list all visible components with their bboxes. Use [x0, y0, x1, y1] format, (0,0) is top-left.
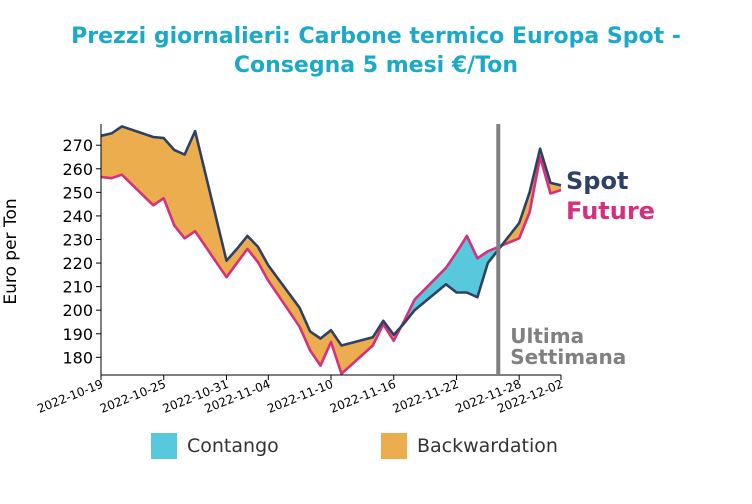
y-tick-label-250: 250	[62, 183, 93, 202]
backwardation-fill-0	[101, 126, 402, 374]
series-label-future: Future	[566, 197, 655, 225]
legend-contango[interactable]: Contango	[151, 433, 279, 459]
y-tick-label-190: 190	[62, 325, 93, 344]
chart-title-line-1: Prezzi giornalieri: Carbone termico Euro…	[71, 24, 681, 49]
y-tick-label-200: 200	[62, 301, 93, 320]
legend-label-contango: Contango	[187, 435, 279, 457]
x-tick-label-2022-11-22: 2022-11-22	[391, 377, 461, 416]
series-label-spot: Spot	[566, 167, 628, 195]
y-tick-label-240: 240	[62, 207, 93, 226]
spot-line	[100, 125, 562, 347]
legend-swatch-backwardation	[381, 433, 407, 459]
contango-fill-1	[401, 235, 502, 327]
y-tick-label-260: 260	[62, 160, 93, 179]
y-tick-label-180: 180	[62, 348, 93, 367]
chart-title-line-2: Consegna 5 mesi €/Ton	[233, 53, 519, 78]
x-tick-label-2022-10-25: 2022-10-25	[98, 377, 168, 416]
last-week-label-1: Settimana	[510, 345, 626, 369]
legend-backwardation[interactable]: Backwardation	[381, 433, 558, 459]
x-tick-label-2022-11-16: 2022-11-16	[328, 377, 398, 416]
y-tick-label-220: 220	[62, 254, 93, 273]
legend-label-backwardation: Backwardation	[417, 435, 558, 457]
y-tick-label-230: 230	[62, 230, 93, 249]
last-week-label-0: Ultima	[510, 324, 584, 348]
legend-swatch-contango	[151, 433, 177, 459]
y-tick-label-270: 270	[62, 136, 93, 155]
series-lines	[100, 125, 562, 376]
y-axis-label: Euro per Ton	[1, 198, 21, 304]
x-tick-label-2022-10-19: 2022-10-19	[35, 377, 105, 416]
y-tick-label-210: 210	[62, 278, 93, 297]
chart-title: Prezzi giornalieri: Carbone termico Euro…	[0, 22, 752, 80]
x-tick-label-2022-11-10: 2022-11-10	[265, 377, 335, 416]
future-line	[100, 155, 562, 376]
